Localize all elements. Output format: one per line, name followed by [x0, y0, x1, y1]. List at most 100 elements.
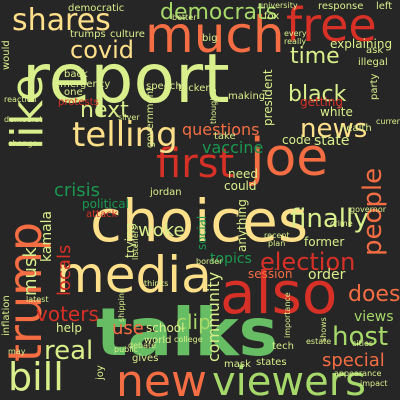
word-host: host: [332, 322, 389, 352]
word-jordan: jordan: [150, 187, 182, 198]
word-take: take: [214, 131, 236, 142]
word-free: free: [286, 0, 377, 52]
word-impact: impact: [360, 379, 388, 388]
word-making: making: [228, 91, 266, 102]
word-border: border: [196, 257, 223, 266]
word-political: political: [82, 197, 129, 211]
word-topics: topics: [210, 251, 252, 267]
word-use: use: [112, 318, 144, 339]
word-debate: debate: [128, 341, 157, 350]
word-tucker: tucker: [178, 83, 210, 94]
word-reaction: reaction: [4, 95, 37, 104]
word-silver: silver: [118, 113, 140, 122]
word-does: does: [348, 282, 400, 307]
word-thinks: thinks: [144, 279, 169, 288]
word-may: may: [8, 347, 26, 356]
word-next: next: [80, 98, 129, 123]
word-viewers: viewers: [212, 359, 367, 400]
word-public: public: [114, 345, 139, 354]
word-bill: bill: [8, 355, 64, 399]
word-gives: gives: [132, 353, 159, 364]
word-school: school: [146, 321, 185, 335]
word-would: would: [1, 40, 12, 70]
word-need: need: [228, 167, 258, 181]
word-report: report: [22, 40, 230, 119]
word-world: world: [144, 335, 172, 346]
word-crime: crime: [330, 219, 353, 228]
word-fox: fox: [264, 11, 280, 22]
word-news: news: [300, 114, 368, 144]
word-locals: locals: [54, 244, 75, 296]
word-back: back: [64, 69, 88, 80]
word-clip: clip: [176, 310, 211, 334]
word-culture: culture: [110, 29, 145, 40]
word-better: better: [172, 13, 197, 22]
word-order: order: [308, 267, 346, 283]
word-vaccine: vaccine: [202, 138, 264, 157]
word-covid: covid: [70, 36, 134, 64]
word-election: election: [260, 248, 356, 276]
word-kamala: kamala: [39, 210, 55, 262]
word-thoughts: thoughts: [209, 88, 218, 124]
word-attack: attack: [86, 209, 118, 220]
word-shows: shows: [319, 317, 328, 342]
word-joe: joe: [250, 128, 329, 188]
word-woke: woke: [138, 220, 185, 241]
word-cities: cities: [352, 339, 374, 348]
word-governor: governor: [350, 205, 387, 214]
word-illegal: illegal: [358, 57, 388, 68]
word-speech: speech: [146, 81, 182, 92]
word-democrats: democrats: [160, 0, 278, 25]
word-latest: latest: [26, 295, 49, 304]
word-health: health: [340, 123, 372, 134]
word-change: change: [8, 139, 38, 148]
word-telling: telling: [72, 115, 178, 155]
word-estate: estate: [306, 337, 332, 346]
word-time: time: [290, 44, 340, 69]
word-white: white: [320, 105, 353, 119]
word-mask: mask: [224, 359, 251, 370]
word-shares: shares: [12, 3, 111, 38]
word-first: first: [156, 141, 235, 187]
word-media: media: [56, 246, 212, 304]
word-plan: plan: [268, 239, 286, 248]
word-code: code: [282, 133, 311, 147]
word-musk: musk: [20, 247, 41, 296]
word-really: really: [284, 37, 307, 46]
word-trumps: trumps: [70, 29, 106, 40]
word-current: current: [376, 117, 400, 126]
word-democrat: democrat: [4, 115, 43, 124]
word-former: former: [304, 235, 345, 249]
word-session: session: [248, 267, 293, 281]
word-government: government: [145, 87, 156, 148]
word-appearance: appearance: [334, 369, 382, 378]
word-inflation: inflation: [1, 295, 12, 336]
word-democratic: democratic: [68, 3, 125, 14]
word-importance: importance: [283, 292, 292, 338]
word-real: real: [44, 336, 94, 366]
word-choices: choices: [90, 187, 309, 255]
word-protests: protests: [58, 97, 99, 108]
word-questions: questions: [182, 120, 260, 139]
word-states: states: [256, 357, 287, 368]
word-also: also: [220, 259, 338, 327]
word-anything: anything: [235, 199, 249, 252]
word-new: new: [116, 356, 207, 400]
word-crisis: crisis: [54, 180, 101, 201]
word-much: much: [145, 6, 285, 64]
word-special: special: [322, 350, 385, 371]
word-could: could: [224, 179, 257, 193]
word-recent: recent: [264, 231, 290, 240]
word-university: university: [258, 1, 298, 10]
word-talks: talks: [96, 294, 278, 371]
word-views: views: [354, 309, 394, 325]
word-every: every: [284, 29, 307, 38]
word-one: one: [64, 87, 83, 98]
word-emergency: emergency: [54, 79, 111, 90]
word-shipping: shipping: [117, 288, 126, 322]
word-big: big: [202, 33, 218, 44]
word-tech: tech: [272, 341, 294, 352]
word-help: help: [56, 321, 82, 335]
word-joy: joy: [95, 365, 106, 380]
